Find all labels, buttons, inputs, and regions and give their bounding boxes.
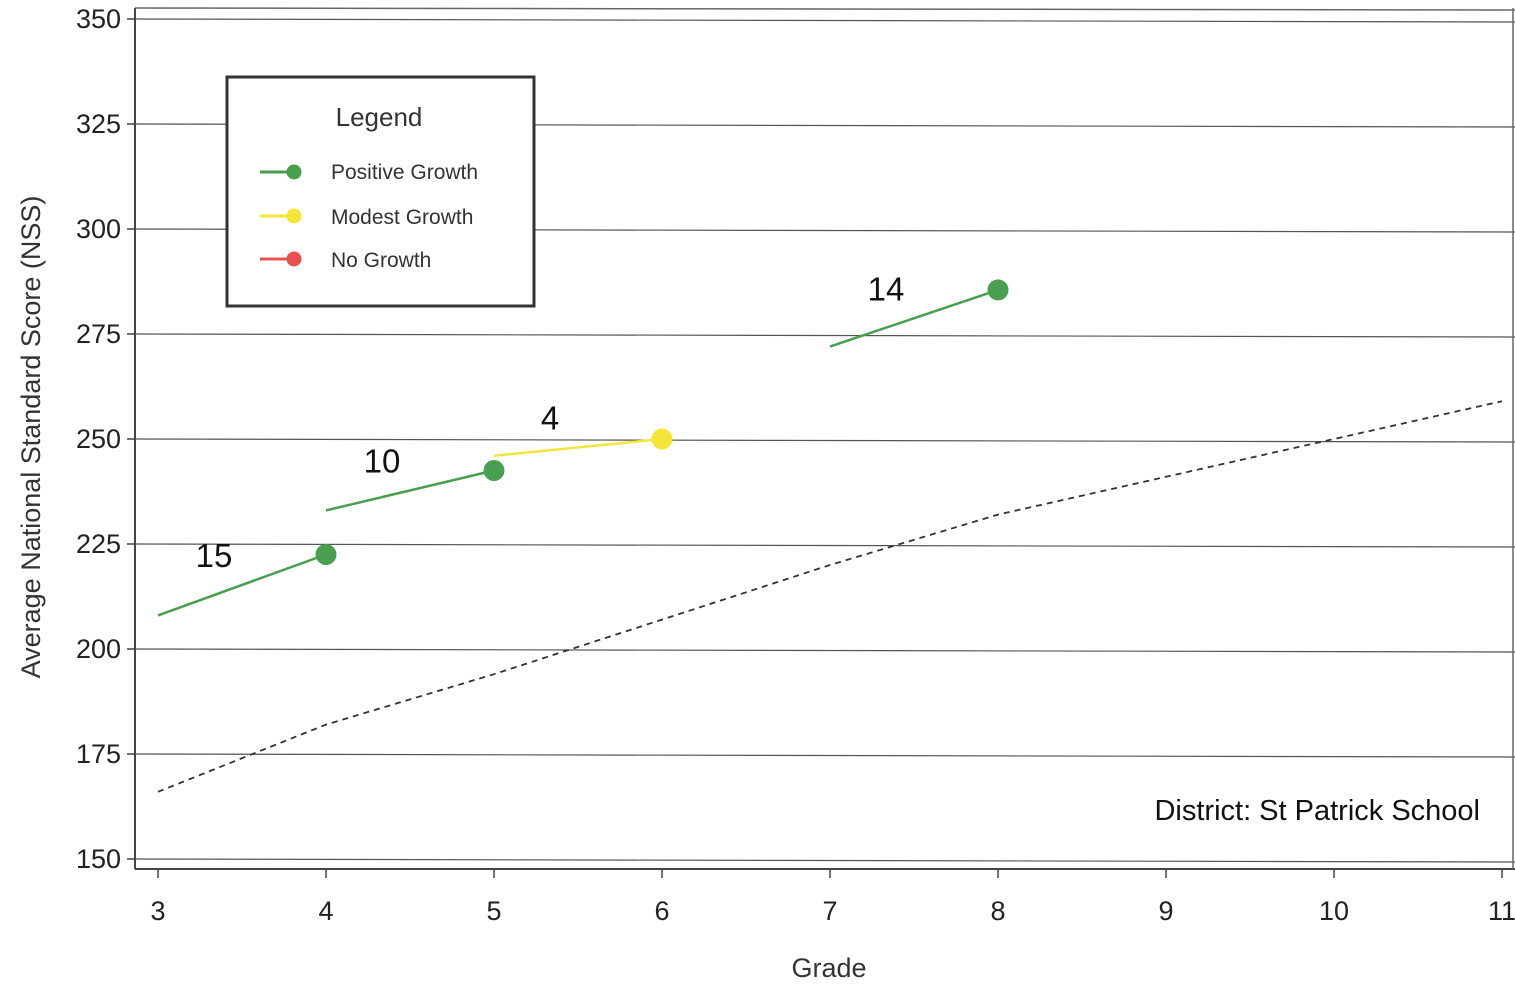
gridline-y bbox=[134, 543, 1515, 548]
reference-line-group bbox=[157, 400, 1503, 793]
x-tick-label: 9 bbox=[1158, 896, 1173, 926]
axes bbox=[134, 7, 1515, 870]
gridline-y bbox=[134, 18, 1515, 23]
x-tick-label: 3 bbox=[150, 896, 165, 926]
y-tick-label: 275 bbox=[76, 319, 121, 349]
growth-segment-point bbox=[483, 460, 505, 481]
growth-segment-point bbox=[987, 279, 1009, 301]
legend-swatch-dot bbox=[286, 251, 302, 267]
growth-segment-label: 10 bbox=[364, 442, 401, 479]
legend-label-modest-growth: Modest Growth bbox=[331, 206, 473, 229]
gridline-y bbox=[134, 858, 1515, 863]
y-tick-label: 225 bbox=[76, 529, 121, 559]
x-tick-label: 5 bbox=[486, 896, 501, 926]
growth-segment-point bbox=[315, 544, 337, 565]
gridline-y bbox=[134, 753, 1515, 758]
reference-line bbox=[157, 400, 1503, 793]
y-tick-label: 175 bbox=[76, 739, 121, 769]
x-tick-label: 8 bbox=[990, 896, 1005, 926]
growth-segment-line bbox=[157, 553, 327, 617]
legend-swatch-dot bbox=[286, 208, 302, 224]
gridline-y bbox=[134, 438, 1515, 443]
legend: Legend Positive Growth Modest Growth No … bbox=[225, 75, 536, 308]
gridline-y bbox=[134, 648, 1515, 653]
x-tick-label: 10 bbox=[1319, 896, 1349, 926]
legend-label-positive-growth: Positive Growth bbox=[331, 161, 478, 184]
x-tick-label: 6 bbox=[654, 896, 669, 926]
x-tick-label: 4 bbox=[318, 896, 333, 926]
growth-segment-line bbox=[829, 288, 999, 348]
x-tick-label: 7 bbox=[822, 896, 837, 926]
y-tick-label: 350 bbox=[76, 4, 121, 34]
x-ticks: 3 4 5 6 7 8 9 10 11 bbox=[150, 869, 1515, 926]
y-tick-label: 150 bbox=[76, 844, 121, 874]
legend-swatch-dot bbox=[286, 164, 302, 180]
legend-title: Legend bbox=[336, 102, 423, 132]
gridline-y bbox=[134, 333, 1515, 338]
y-ticks: 150 175 200 225 250 275 300 325 350 bbox=[76, 4, 135, 874]
y-tick-label: 250 bbox=[76, 424, 121, 454]
growth-segment-line bbox=[325, 469, 495, 512]
growth-segment-label: 4 bbox=[541, 399, 559, 436]
plot-top-border bbox=[134, 7, 1515, 11]
legend-label-no-growth: No Growth bbox=[331, 249, 431, 272]
growth-segment-label: 15 bbox=[196, 537, 233, 574]
growth-segment-label: 14 bbox=[868, 270, 905, 307]
x-axis-title: Grade bbox=[791, 953, 866, 983]
y-tick-label: 200 bbox=[76, 634, 121, 664]
growth-segment-point bbox=[651, 428, 673, 450]
legend-box bbox=[225, 75, 536, 308]
y-axis-title: Average National Standard Score (NSS) bbox=[16, 196, 46, 679]
district-annotation: District: St Patrick School bbox=[1154, 795, 1480, 827]
y-tick-label: 325 bbox=[76, 109, 121, 139]
growth-segment-line bbox=[493, 437, 663, 458]
y-tick-label: 300 bbox=[76, 214, 121, 244]
growth-segments: 15 10 4 14 bbox=[157, 270, 1009, 617]
x-tick-label: 11 bbox=[1488, 896, 1515, 926]
